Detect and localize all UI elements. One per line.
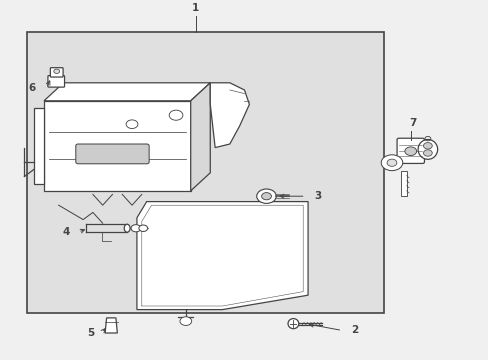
Circle shape [139, 225, 147, 231]
FancyBboxPatch shape [396, 138, 424, 163]
Circle shape [423, 143, 431, 149]
Bar [27, 32, 383, 313]
Polygon shape [137, 202, 307, 310]
Text: 3: 3 [314, 191, 321, 201]
FancyBboxPatch shape [76, 144, 149, 164]
Text: 4: 4 [62, 227, 70, 237]
Circle shape [404, 147, 416, 156]
Circle shape [169, 110, 183, 120]
Circle shape [386, 159, 396, 166]
Bar [44, 101, 190, 191]
Circle shape [381, 155, 402, 171]
Circle shape [256, 189, 276, 203]
Ellipse shape [124, 224, 130, 232]
Text: 2: 2 [350, 325, 357, 336]
Circle shape [131, 225, 141, 232]
Polygon shape [210, 83, 249, 148]
FancyBboxPatch shape [50, 68, 63, 77]
Polygon shape [34, 108, 44, 184]
Circle shape [180, 317, 191, 325]
Bar [27, 32, 383, 313]
Text: 1: 1 [192, 3, 199, 13]
Ellipse shape [417, 139, 437, 159]
Text: 5: 5 [87, 328, 94, 338]
Circle shape [261, 193, 271, 200]
Text: 6: 6 [28, 83, 35, 93]
Circle shape [423, 150, 431, 156]
Polygon shape [105, 318, 117, 333]
Circle shape [126, 120, 138, 129]
Text: 7: 7 [408, 118, 416, 128]
FancyBboxPatch shape [48, 76, 64, 87]
Polygon shape [190, 83, 210, 191]
Polygon shape [44, 83, 210, 101]
Circle shape [54, 69, 60, 73]
Bar [400, 171, 406, 196]
Ellipse shape [287, 319, 298, 329]
